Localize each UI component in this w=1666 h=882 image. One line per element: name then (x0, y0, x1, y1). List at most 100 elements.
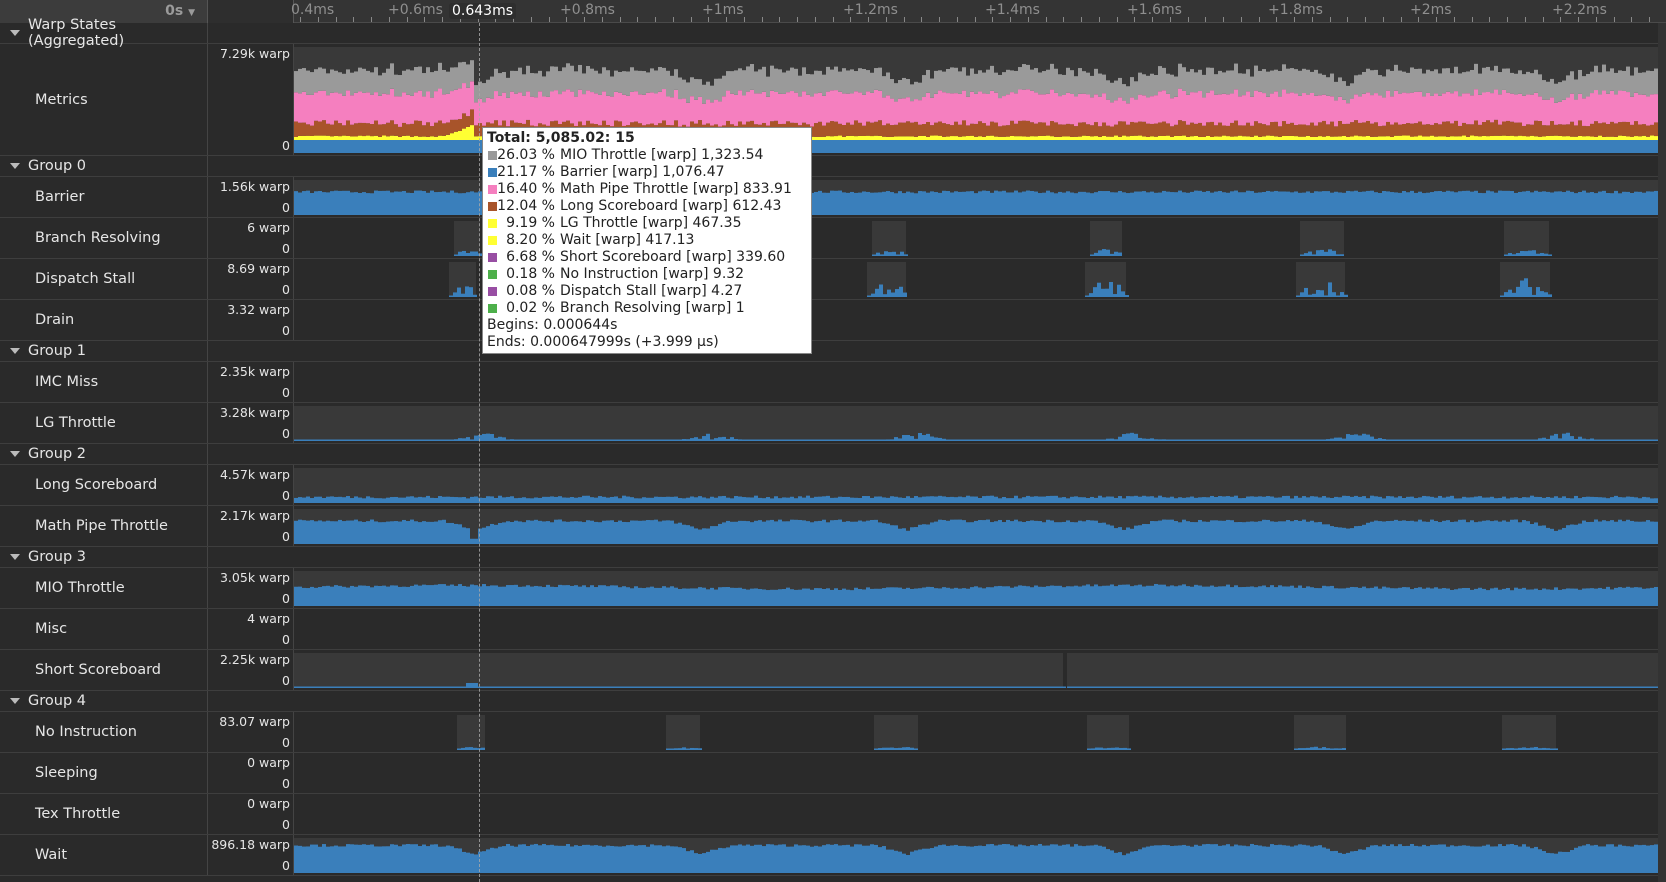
bar (469, 287, 473, 297)
metric-row[interactable]: MIO Throttle 3.05k warp 0 (0, 568, 1666, 609)
ruler-minor-tick (1347, 17, 1348, 22)
group-label[interactable]: Group 0 (0, 156, 208, 176)
metric-row[interactable]: Long Scoreboard 4.57k warp 0 (0, 465, 1666, 506)
metric-chart[interactable] (294, 568, 1658, 609)
bar (1034, 686, 1038, 688)
collapse-triangle-icon[interactable] (10, 30, 20, 36)
bar (1486, 497, 1490, 503)
bar (946, 439, 950, 441)
metric-chart[interactable] (294, 650, 1658, 691)
metric-row[interactable]: Tex Throttle 0 warp 0 (0, 794, 1666, 835)
metric-row[interactable]: Math Pipe Throttle 2.17k warp 0 (0, 506, 1666, 547)
metric-chart[interactable] (294, 403, 1658, 444)
bar (794, 686, 798, 688)
bar (710, 439, 714, 441)
bar (1626, 586, 1630, 606)
bar (1330, 438, 1334, 441)
metric-chart[interactable] (294, 259, 1658, 300)
bar (1050, 844, 1054, 873)
value-scale: 2.17k warp 0 (208, 506, 294, 546)
bar (318, 846, 322, 873)
stack-bar-segment (342, 95, 346, 126)
bar (710, 496, 714, 503)
metric-chart[interactable] (294, 362, 1658, 403)
group-header[interactable]: Group 2 (0, 444, 1666, 465)
stack-bar-segment (886, 72, 890, 96)
collapse-triangle-icon[interactable] (10, 451, 20, 457)
metric-row[interactable]: Wait 896.18 warp 0 (0, 835, 1666, 876)
metric-row[interactable]: IMC Miss 2.35k warp 0 (0, 362, 1666, 403)
metric-row[interactable]: Metrics 7.29k warp 0 (0, 44, 1666, 156)
metric-chart[interactable] (294, 44, 1658, 156)
metric-chart[interactable] (294, 794, 1658, 835)
bar (406, 439, 410, 441)
bar (706, 528, 710, 544)
collapse-triangle-icon[interactable] (10, 554, 20, 560)
group-label[interactable]: Group 4 (0, 691, 208, 711)
bar (1462, 587, 1466, 606)
metric-chart[interactable] (294, 712, 1658, 753)
time-origin-dropdown[interactable]: 0s ▼ (0, 0, 208, 23)
stack-bar-segment (438, 88, 442, 121)
metric-chart[interactable] (294, 506, 1658, 547)
stack-bar-segment (1082, 140, 1086, 153)
stack-bar-segment (638, 94, 642, 124)
stack-bar-segment (1246, 122, 1250, 137)
metric-row[interactable]: Dispatch Stall 8.69 warp 0 (0, 259, 1666, 300)
metric-row[interactable]: Sleeping 0 warp 0 (0, 753, 1666, 794)
cursor-time-label: 0.643ms (449, 3, 517, 19)
collapse-triangle-icon[interactable] (10, 698, 20, 704)
metric-chart[interactable] (294, 609, 1658, 650)
stack-bar-segment (702, 103, 706, 125)
bar (670, 520, 674, 544)
vertical-scrollbar[interactable] (1658, 23, 1666, 882)
metric-row[interactable]: Short Scoreboard 2.25k warp 0 (0, 650, 1666, 691)
bar (350, 498, 354, 503)
value-scale: 3.32 warp 0 (208, 300, 294, 340)
group-header[interactable]: Warp States (Aggregated) (0, 17, 1666, 49)
metric-chart[interactable] (294, 753, 1658, 794)
bar (414, 686, 418, 688)
metric-row[interactable]: Barrier 1.56k warp 0 (0, 177, 1666, 218)
stack-bar-segment (1638, 136, 1642, 140)
group-header[interactable]: Group 0 (0, 156, 1666, 177)
metric-row[interactable]: Branch Resolving 6 warp 0 (0, 218, 1666, 259)
stack-bar-segment (1002, 125, 1006, 137)
bar (1146, 846, 1150, 873)
stack-bar-segment (434, 70, 438, 92)
bar (1158, 192, 1162, 215)
group-label[interactable]: Group 2 (0, 444, 208, 464)
bar (1126, 193, 1130, 215)
stack-bar-segment (326, 135, 330, 140)
bar (562, 521, 566, 544)
group-header[interactable]: Group 1 (0, 341, 1666, 362)
bar (914, 527, 918, 544)
stack-bar-segment (994, 72, 998, 93)
metric-row[interactable]: No Instruction 83.07 warp 0 (0, 712, 1666, 753)
bar (1097, 282, 1101, 297)
metric-row[interactable]: Misc 4 warp 0 (0, 609, 1666, 650)
group-header[interactable]: Group 3 (0, 547, 1666, 568)
group-label[interactable]: Warp States (Aggregated) (0, 17, 208, 49)
metric-row[interactable]: LG Throttle 3.28k warp 0 (0, 403, 1666, 444)
metric-chart[interactable] (294, 465, 1658, 506)
bar (1307, 686, 1311, 688)
collapse-triangle-icon[interactable] (10, 348, 20, 354)
bar (1110, 192, 1114, 215)
stack-bar-segment (946, 93, 950, 125)
group-label[interactable]: Group 1 (0, 341, 208, 361)
collapse-triangle-icon[interactable] (10, 163, 20, 169)
group-label[interactable]: Group 3 (0, 547, 208, 567)
bar (858, 589, 862, 606)
bar (896, 254, 900, 256)
metric-row[interactable]: Drain 3.32 warp 0 (0, 300, 1666, 341)
metric-chart[interactable] (294, 835, 1658, 876)
metric-chart[interactable] (294, 218, 1658, 259)
stack-bar-segment (1274, 136, 1278, 140)
bar (970, 522, 974, 544)
legend-swatch (488, 202, 497, 211)
stack-bar-segment (1242, 73, 1246, 96)
stack-bar-segment (1006, 125, 1010, 137)
timeline-ruler[interactable]: 0s ▼ 0.4ms +0.6ms +0.8ms +1ms +1.2ms +1.4ms +1… (0, 0, 1666, 23)
group-header[interactable]: Group 4 (0, 691, 1666, 712)
